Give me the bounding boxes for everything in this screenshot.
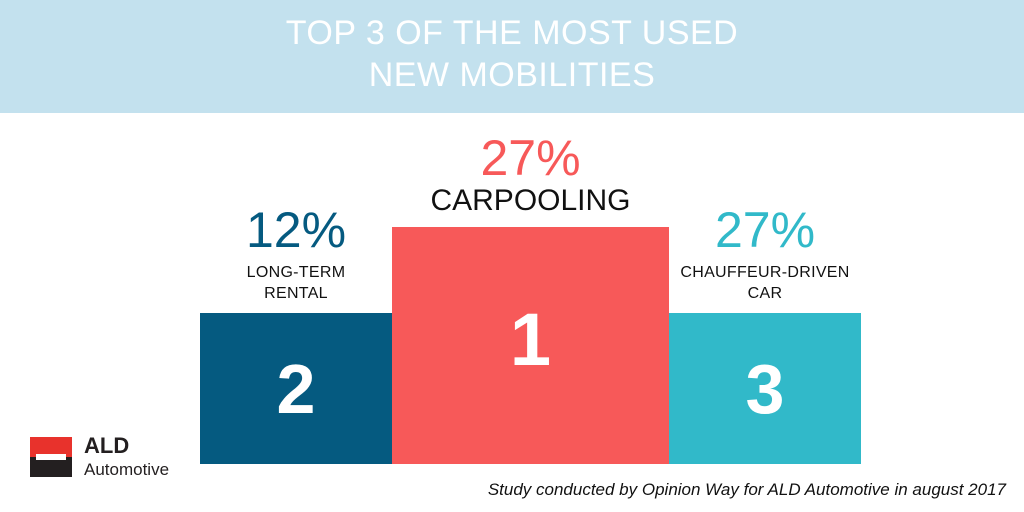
value-label-chauffeur-driven-car: 27% xyxy=(714,202,816,258)
title-banner xyxy=(0,0,1024,113)
logo-subtitle: Automotive xyxy=(84,460,170,479)
podium-bar-rank-1: 1 xyxy=(392,227,669,464)
value-label-carpooling: 27% xyxy=(480,130,581,186)
podium-bar-rank-3: 3 xyxy=(669,313,861,464)
category-label-line: RENTAL xyxy=(264,285,328,302)
rank-label-3: 3 xyxy=(745,349,785,428)
logo-name: ALD xyxy=(84,433,130,458)
category-label-line: CAR xyxy=(747,285,783,302)
ald-logo-icon xyxy=(30,437,72,477)
value-label-long-term-rental: 12% xyxy=(245,202,347,258)
category-label-long-term-rental: LONG-TERM RENTAL xyxy=(200,262,392,304)
category-label-line: LONG-TERM xyxy=(246,264,346,281)
category-label-chauffeur-driven-car: CHAUFFEUR-DRIVEN CAR xyxy=(654,262,876,304)
rank-label-1: 1 xyxy=(509,298,552,381)
podium-bar-rank-2: 2 xyxy=(200,313,392,464)
title-line-1: TOP 3 OF THE MOST USED xyxy=(285,14,739,52)
category-label-line: CHAUFFEUR-DRIVEN xyxy=(680,264,850,281)
ald-automotive-logo: ALD Automotive xyxy=(12,418,200,496)
chart-title: TOP 3 OF THE MOST USED NEW MOBILITIES xyxy=(0,12,1024,96)
source-note: Study conducted by Opinion Way for ALD A… xyxy=(487,480,1006,499)
rank-label-2: 2 xyxy=(276,349,316,428)
title-line-2: NEW MOBILITIES xyxy=(368,56,656,94)
category-label-carpooling: CARPOOLING xyxy=(430,184,631,217)
